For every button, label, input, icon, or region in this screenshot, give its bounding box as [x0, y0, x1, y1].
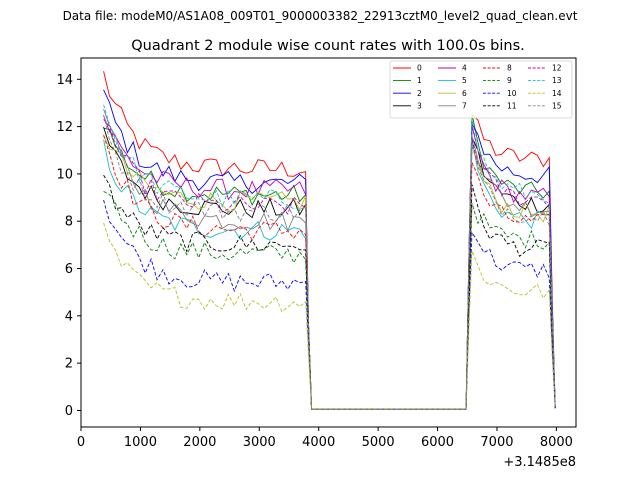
legend-label-11: 11: [507, 101, 517, 110]
series-line-9: [103, 190, 556, 410]
series-line-2: [103, 89, 556, 410]
series-line-3: [103, 126, 556, 410]
series-line-11: [103, 174, 556, 410]
legend-label-10: 10: [507, 89, 517, 98]
legend-label-8: 8: [507, 64, 512, 73]
y-tick-label: 4: [65, 309, 73, 324]
legend-label-13: 13: [552, 76, 562, 85]
series-line-8: [103, 135, 556, 410]
legend-label-1: 1: [417, 76, 422, 85]
legend-label-5: 5: [462, 76, 467, 85]
legend-label-2: 2: [417, 89, 422, 98]
x-tick-label: 7000: [480, 435, 513, 450]
legend-label-0: 0: [417, 64, 422, 73]
series-line-4: [103, 115, 556, 410]
series-line-12: [103, 119, 556, 410]
y-tick-label: 10: [56, 167, 73, 182]
x-axis: 0 1000 2000 3000 4000 5000 6000 7000 8000: [77, 427, 573, 450]
x-tick-label: 4000: [302, 435, 335, 450]
chart-title: Quadrant 2 module wise count rates with …: [131, 38, 525, 54]
x-tick-label: 2000: [183, 435, 216, 450]
series-line-14: [103, 222, 556, 410]
x-tick-label: 6000: [421, 435, 454, 450]
legend-label-14: 14: [552, 89, 562, 98]
y-axis: 0 2 4 6 8 10 12 14: [56, 73, 81, 419]
chart-suptitle: Data file: modeM0/AS1A08_009T01_90000033…: [63, 9, 578, 23]
legend-label-15: 15: [552, 101, 562, 110]
legend-label-6: 6: [462, 89, 467, 98]
x-offset-label: +3.1485e8: [503, 455, 576, 470]
series-line-13: [103, 104, 556, 410]
y-tick-label: 0: [65, 404, 73, 419]
series-line-10: [103, 199, 556, 410]
y-tick-label: 2: [65, 357, 73, 372]
x-tick-label: 5000: [362, 435, 395, 450]
series-line-1: [103, 114, 556, 410]
series-line-0: [103, 71, 556, 410]
y-tick-label: 8: [65, 215, 73, 230]
legend-label-3: 3: [417, 101, 422, 110]
series-layer: [103, 71, 556, 410]
x-tick-label: 8000: [540, 435, 573, 450]
series-line-7: [103, 108, 556, 410]
x-tick-label: 0: [77, 435, 85, 450]
legend-label-9: 9: [507, 76, 512, 85]
legend-label-12: 12: [552, 64, 562, 73]
plot-frame: [80, 57, 577, 428]
y-tick-label: 14: [56, 73, 73, 88]
x-tick-label: 1000: [124, 435, 157, 450]
y-tick-label: 12: [56, 120, 73, 135]
series-line-15: [103, 114, 556, 410]
x-tick-label: 3000: [243, 435, 276, 450]
legend-label-4: 4: [462, 64, 467, 73]
series-line-5: [103, 139, 556, 410]
legend-box: [389, 60, 573, 119]
legend-label-7: 7: [462, 101, 467, 110]
series-line-6: [103, 134, 556, 410]
y-tick-label: 6: [65, 262, 73, 277]
